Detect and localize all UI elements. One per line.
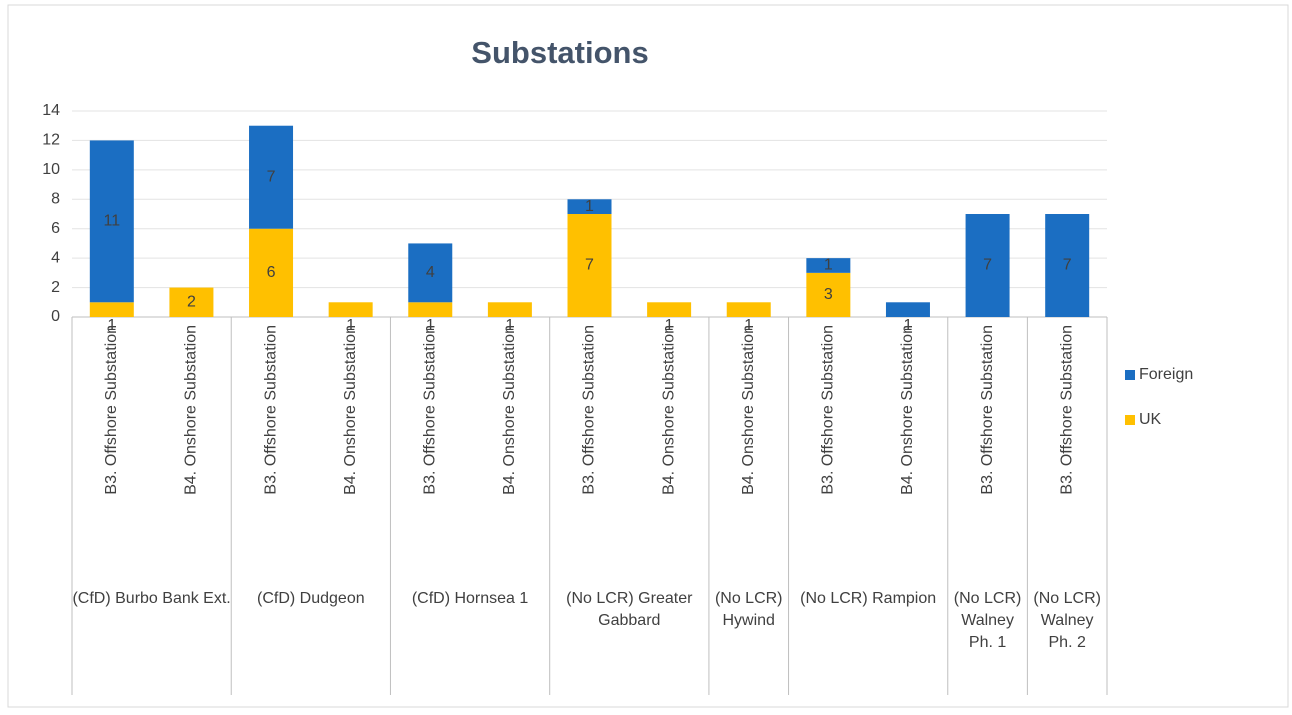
data-label: 1 — [346, 317, 355, 334]
y-tick-label: 0 — [51, 308, 60, 325]
bar-segment — [885, 302, 930, 317]
y-tick-label: 6 — [51, 220, 60, 237]
bar-segment — [408, 302, 453, 317]
bar-segment — [1045, 214, 1090, 317]
y-tick-label: 14 — [42, 102, 60, 119]
bar-segment — [647, 302, 692, 317]
x-tick-label: B4. Onshore Substation — [740, 325, 757, 495]
bar-segment — [169, 287, 214, 317]
bar-segment — [567, 214, 612, 317]
data-label: 1 — [107, 317, 116, 334]
data-label: 1 — [744, 317, 753, 334]
bar-segment — [806, 272, 851, 317]
data-label: 1 — [426, 317, 435, 334]
data-label: 7 — [585, 257, 594, 274]
legend-label: Foreign — [1139, 366, 1193, 383]
group-label: (CfD) Dudgeon — [257, 590, 365, 607]
data-label: 11 — [104, 213, 121, 230]
bar-segment — [408, 243, 453, 303]
chart-border — [7, 4, 1289, 708]
x-tick-label: B3. Offshore Substation — [820, 325, 837, 495]
group-label: (No LCR) Hywind — [714, 590, 783, 629]
group-label: (No LCR) Walney Ph. 1 — [953, 590, 1022, 651]
x-tick-label: B3. Offshore Substation — [103, 325, 120, 495]
bar-segment — [965, 214, 1010, 317]
bar-segment — [726, 302, 771, 317]
group-label-box: (No LCR) Greater Gabbard — [566, 590, 693, 629]
x-tick-label: B4. Onshore Substation — [660, 325, 677, 495]
x-tick-label: B4. Onshore Substation — [183, 325, 200, 495]
x-tick-label: B3. Offshore Substation — [979, 325, 996, 495]
data-label: 7 — [267, 168, 276, 185]
bar-segment — [806, 258, 851, 273]
data-label: 1 — [665, 317, 674, 334]
bar-segment — [89, 302, 134, 317]
x-tick-label: B4. Onshore Substation — [501, 325, 518, 495]
legend-swatch — [1125, 415, 1135, 425]
data-label: 1 — [904, 317, 913, 334]
data-label: 1 — [505, 317, 514, 334]
data-label: 7 — [983, 257, 992, 274]
group-label-box: (No LCR) Walney Ph. 2 — [1033, 590, 1101, 651]
group-label: (CfD) Burbo Bank Ext. — [72, 590, 231, 607]
group-label: (No LCR) Walney Ph. 2 — [1033, 590, 1101, 651]
group-label: (No LCR) Rampion — [800, 590, 937, 607]
chart-title: Substations — [471, 35, 648, 70]
legend-swatch — [1125, 370, 1135, 380]
x-tick-label: B3. Offshore Substation — [262, 325, 279, 495]
data-label: 1 — [585, 198, 594, 215]
y-tick-label: 2 — [51, 279, 60, 296]
x-tick-label: B3. Offshore Substation — [581, 325, 598, 495]
bar-segment — [567, 199, 612, 214]
group-label-box: (CfD) Hornsea 1 — [411, 590, 529, 607]
x-tick-label: B4. Onshore Substation — [342, 325, 359, 495]
x-tick-label: B3. Offshore Substation — [1058, 325, 1075, 495]
group-label: (CfD) Hornsea 1 — [411, 590, 529, 607]
data-label: 4 — [426, 264, 435, 281]
bar-segment — [487, 302, 532, 317]
legend-label: UK — [1139, 411, 1162, 428]
x-tick-label: B4. Onshore Substation — [899, 325, 916, 495]
group-label: (No LCR) Greater Gabbard — [566, 590, 693, 629]
group-label-box: (CfD) Burbo Bank Ext. — [72, 590, 231, 607]
y-tick-label: 10 — [42, 161, 60, 178]
group-label-box: (No LCR) Hywind — [714, 590, 783, 629]
bar-segment — [89, 140, 134, 303]
y-tick-label: 12 — [42, 132, 60, 149]
bar-segment — [249, 125, 294, 229]
group-label-box: (CfD) Dudgeon — [257, 590, 365, 607]
group-label-box: (No LCR) Rampion — [800, 590, 937, 607]
bar-segment — [328, 302, 373, 317]
y-tick-label: 4 — [51, 249, 60, 266]
data-label: 6 — [267, 264, 276, 281]
bar-segment — [249, 228, 294, 317]
y-tick-label: 8 — [51, 191, 60, 208]
data-label: 3 — [824, 286, 833, 303]
data-label: 2 — [187, 294, 196, 311]
x-tick-label: B3. Offshore Substation — [421, 325, 438, 495]
data-label: 7 — [1063, 257, 1072, 274]
group-label-box: (No LCR) Walney Ph. 1 — [953, 590, 1022, 651]
data-label: 1 — [824, 257, 833, 274]
